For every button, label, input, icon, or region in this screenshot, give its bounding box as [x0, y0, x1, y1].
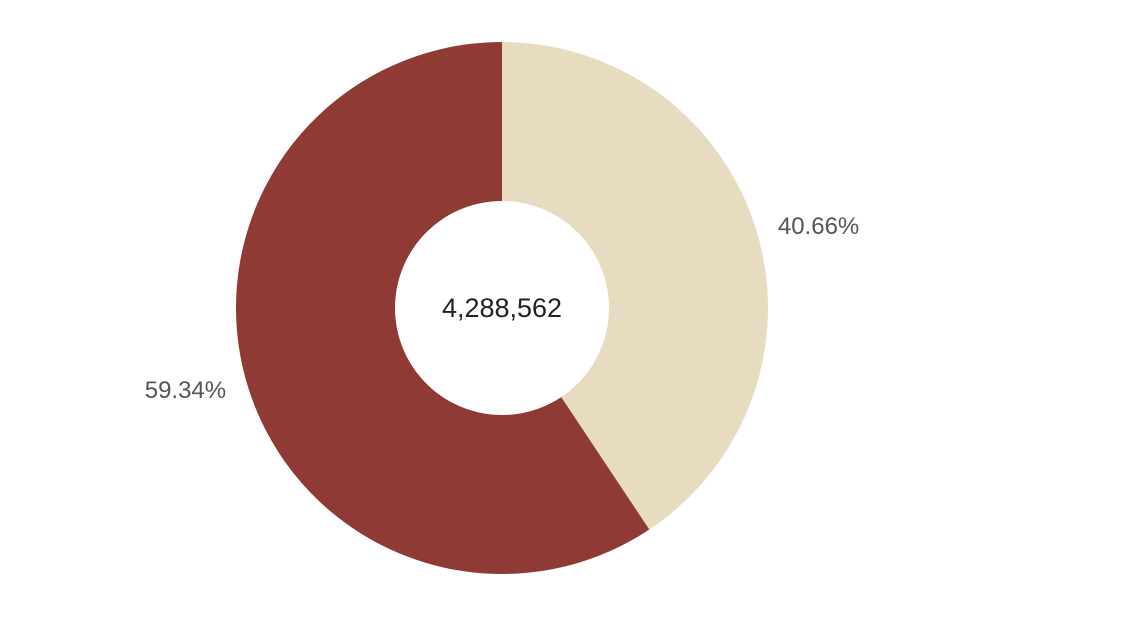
donut-center-total: 4,288,562 — [442, 293, 562, 323]
slice-label-1: 59.34% — [145, 377, 226, 404]
donut-slices — [236, 42, 768, 574]
donut-slice-1 — [236, 42, 650, 574]
slice-labels: 40.66% 59.34% — [145, 213, 860, 404]
donut-slice-0 — [502, 42, 768, 530]
slice-label-0: 40.66% — [778, 213, 859, 240]
